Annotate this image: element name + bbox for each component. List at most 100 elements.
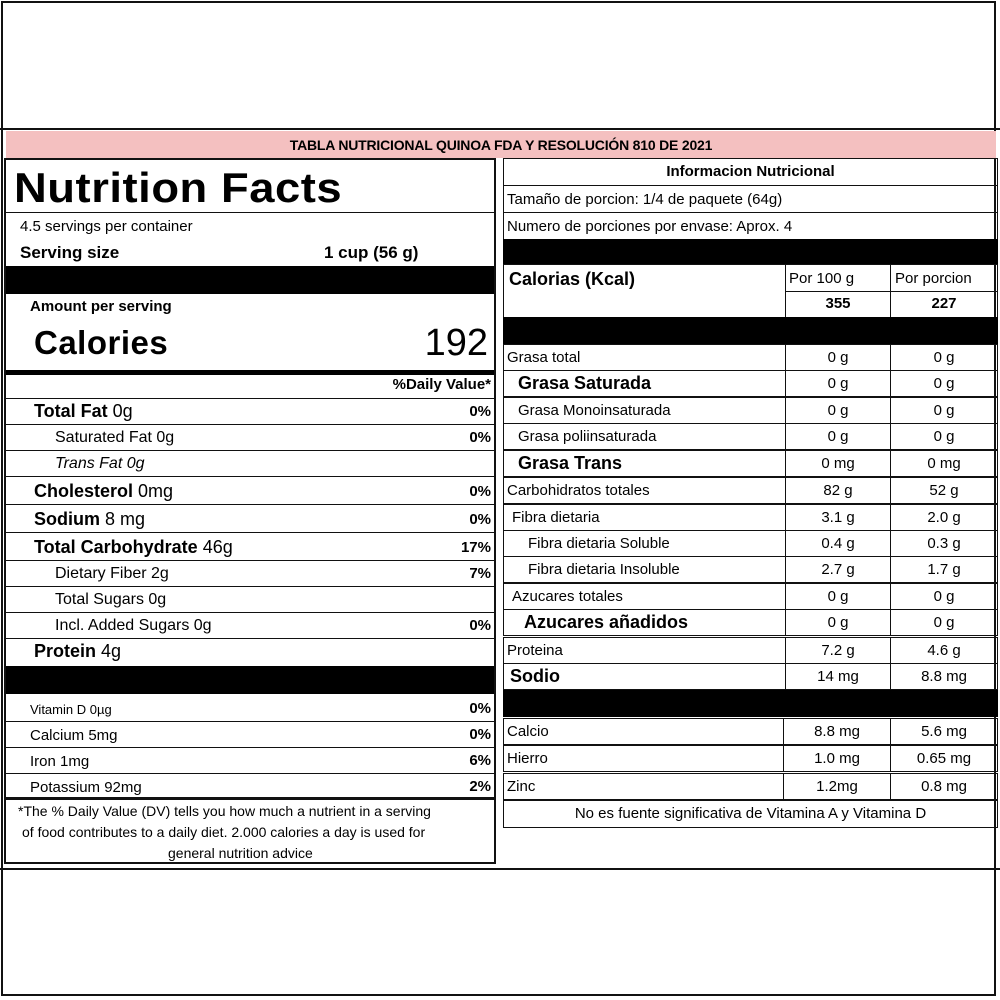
nutrient-name: Zinc xyxy=(507,778,536,795)
nutrient-name: Grasa poliinsaturada xyxy=(518,428,657,445)
mineral-row: Vitamin D 0µg 0% xyxy=(6,696,494,722)
footnote-line: general nutrition advice xyxy=(168,845,313,861)
nutrient-name: Fibra dietaria Soluble xyxy=(528,535,670,552)
thick-divider xyxy=(503,317,998,344)
thick-divider xyxy=(6,666,494,694)
servings-per-package: Numero de porciones por envase: Aprox. 4 xyxy=(507,218,793,235)
mineral-row: Calcium 5mg 0% xyxy=(6,722,494,748)
nutrient-percent: 0% xyxy=(469,726,491,743)
nutrient-name: Calcium 5mg xyxy=(30,727,118,744)
value-per-portion: 0 g xyxy=(890,397,998,424)
value-per-100g: 0 g xyxy=(785,397,891,424)
thick-divider xyxy=(503,690,998,717)
nutrient-name: Azucares añadidos xyxy=(524,612,689,632)
nutrient-row: Grasa Monoinsaturada 0 g 0 g xyxy=(503,397,998,424)
value-per-100g: 7.2 g xyxy=(785,637,891,664)
nutrient-row: Azucares añadidos 0 g 0 g xyxy=(503,609,998,636)
column-header-per-100g: Por 100 g xyxy=(789,270,855,287)
divider xyxy=(0,868,1000,870)
nutrient-percent: 0% xyxy=(469,403,491,420)
calories-per-100g: 355 xyxy=(825,295,851,312)
serving-size-value: 1 cup (56 g) xyxy=(324,243,419,262)
column-header-cell: Por porcion xyxy=(890,264,998,292)
nutrient-amount: 4g xyxy=(96,641,122,661)
nutrient-name: Potassium 92mg xyxy=(30,779,142,796)
nutrient-name: Calcio xyxy=(507,723,549,740)
nutrient-row: Grasa total 0 g 0 g xyxy=(503,344,998,371)
nutrient-name: Fibra dietaria Insoluble xyxy=(528,561,680,578)
nutrient-row: Total Carbohydrate 46g 17% xyxy=(6,533,494,561)
mineral-row: Calcio 8.8 mg 5.6 mg xyxy=(503,718,998,745)
nutrient-name: Total Sugars 0g xyxy=(55,591,167,608)
nutrient-name: Fibra dietaria xyxy=(512,509,600,526)
nutrient-name: Carbohidratos totales xyxy=(507,482,650,499)
divider xyxy=(6,212,494,213)
value-per-portion: 52 g xyxy=(890,477,998,504)
value-per-portion: 0 g xyxy=(890,344,998,371)
divider xyxy=(6,398,494,399)
serving-size: Tamaño de porcion: 1/4 de paquete (64g) xyxy=(507,191,783,208)
nutrient-row: Fibra dietaria Soluble 0.4 g 0.3 g xyxy=(503,530,998,557)
nutrient-percent: 6% xyxy=(469,752,491,769)
serving-size-label: Serving size xyxy=(20,243,120,262)
nutrient-row: Sodium 8 mg 0% xyxy=(6,505,494,533)
nutrient-row: Total Fat 0g 0% xyxy=(6,399,494,425)
nutrient-name: Dietary Fiber 2g xyxy=(55,565,169,582)
thick-divider xyxy=(503,239,998,265)
nutrient-row: Incl. Added Sugars 0g 0% xyxy=(6,613,494,639)
nutrient-name: Grasa total xyxy=(507,349,581,366)
calories-per-portion: 227 xyxy=(931,295,957,312)
table-banner: TABLA NUTRICIONAL QUINOA FDA Y RESOLUCIÓ… xyxy=(6,131,996,158)
value-cell: 355 xyxy=(785,291,891,318)
nutrient-percent: 0% xyxy=(469,483,491,500)
nutrient-row: Protein 4g xyxy=(6,639,494,665)
value-per-100g: 0 g xyxy=(785,344,891,371)
value-per-portion: 0 g xyxy=(890,370,998,397)
nutrient-row: Carbohidratos totales 82 g 52 g xyxy=(503,477,998,504)
nutrient-name: Sodio xyxy=(510,666,560,686)
info-cell: Tamaño de porcion: 1/4 de paquete (64g) xyxy=(503,185,998,213)
nutrient-row: Saturated Fat 0g 0% xyxy=(6,425,494,451)
footnote-line: of food contributes to a daily diet. 2.0… xyxy=(22,824,426,840)
nutrient-name: Grasa Monoinsaturada xyxy=(518,402,671,419)
nutrient-percent: 0% xyxy=(469,429,491,446)
value-per-100g: 0 g xyxy=(785,423,891,450)
footnote-cell: No es fuente significativa de Vitamina A… xyxy=(503,800,998,828)
value-per-100g: 1.2mg xyxy=(783,773,891,800)
value-per-portion: 0 mg xyxy=(890,450,998,477)
info-cell: Numero de porciones por envase: Aprox. 4 xyxy=(503,212,998,240)
nutrient-percent: 0% xyxy=(469,617,491,634)
nutrient-row: Cholesterol 0mg 0% xyxy=(6,477,494,505)
divider xyxy=(0,128,1000,130)
calories-label: Calories xyxy=(34,324,169,361)
footnote: No es fuente significativa de Vitamina A… xyxy=(574,805,927,822)
mineral-row: Hierro 1.0 mg 0.65 mg xyxy=(503,745,998,772)
nutrient-name: Incl. Added Sugars 0g xyxy=(55,617,212,634)
nutrient-amount: 46g xyxy=(197,537,233,557)
nutrition-facts-title: Nutrition Facts xyxy=(14,164,343,211)
nutrient-name: Cholesterol xyxy=(34,481,134,501)
value-per-portion: 1.7 g xyxy=(890,556,998,583)
nutrient-name: Total Carbohydrate xyxy=(34,537,198,557)
nutrition-facts-panel: Nutrition Facts 4.5 servings per contain… xyxy=(4,158,496,864)
nutrient-row: Grasa poliinsaturada 0 g 0 g xyxy=(503,423,998,450)
panel-title: Informacion Nutricional xyxy=(666,163,835,180)
value-per-100g: 8.8 mg xyxy=(783,718,891,745)
nutrient-name: Proteina xyxy=(507,642,563,659)
mineral-row: Iron 1mg 6% xyxy=(6,748,494,774)
footnote-line: *The % Daily Value (DV) tells you how mu… xyxy=(18,803,431,819)
nutrient-amount: 0mg xyxy=(133,481,174,501)
value-per-100g: 0 g xyxy=(785,609,891,636)
value-cell: 227 xyxy=(890,291,998,318)
nutrient-percent: 7% xyxy=(469,565,491,582)
value-per-100g: 1.0 mg xyxy=(783,745,891,772)
nutrient-row: Proteina 7.2 g 4.6 g xyxy=(503,637,998,664)
nutrient-row: Total Sugars 0g xyxy=(6,587,494,613)
mineral-row: Potassium 92mg 2% xyxy=(6,774,494,800)
calories-label: Calorias (Kcal) xyxy=(509,269,636,289)
nutrient-row: Fibra dietaria Insoluble 2.7 g 1.7 g xyxy=(503,556,998,583)
nutrient-name: Hierro xyxy=(507,750,548,767)
nutrient-name: Iron 1mg xyxy=(30,753,90,770)
nutrient-row: Trans Fat 0g xyxy=(6,451,494,477)
